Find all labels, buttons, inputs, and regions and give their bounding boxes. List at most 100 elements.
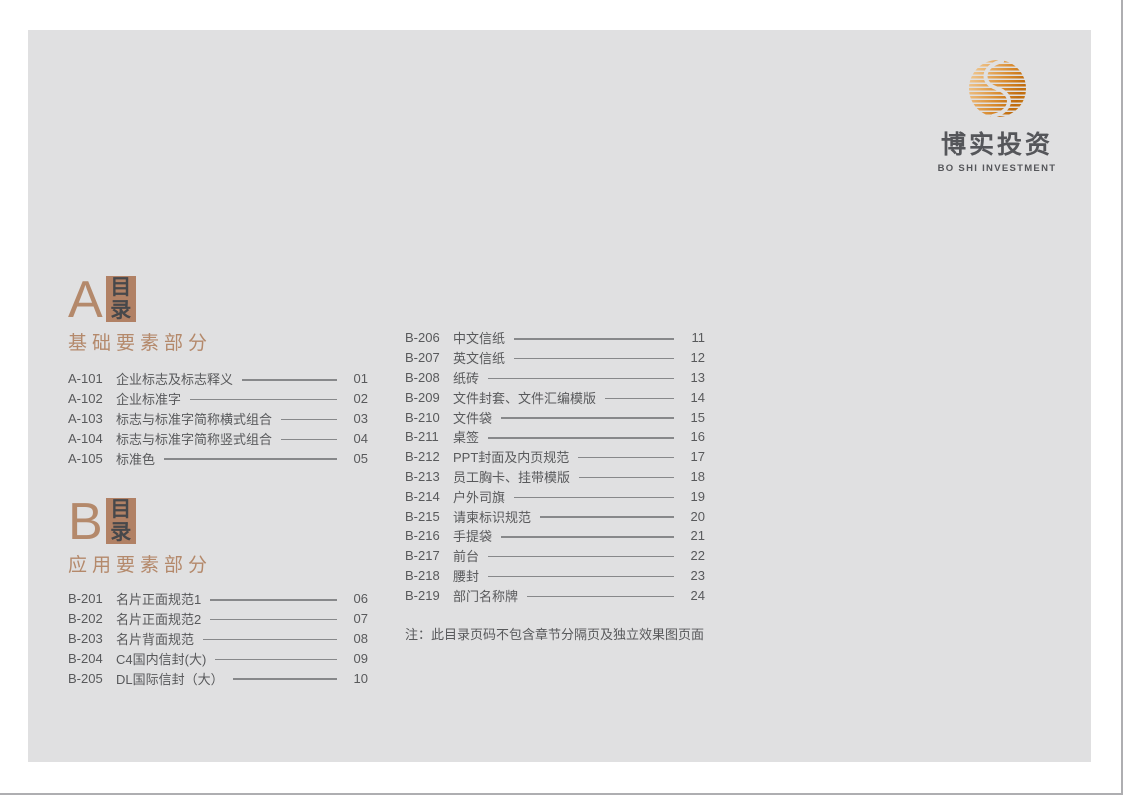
leader-line <box>501 536 674 538</box>
section-a-header: A 目 录 基础要素部分 <box>68 271 212 355</box>
toc-label-block: 目 录 <box>105 498 136 544</box>
item-title: 请柬标识规范 <box>453 509 532 525</box>
item-page-number: 20 <box>690 508 705 524</box>
item-title: 标准色 <box>116 451 156 467</box>
leader-line <box>210 618 337 621</box>
item-title: PPT封面及内页规范 <box>453 450 570 466</box>
toc-row: B-216 手提袋 21 <box>405 526 705 546</box>
item-code: A-101 <box>68 371 103 387</box>
section-b-header: B 目 录 应用要素部分 <box>68 493 212 577</box>
item-title: 桌签 <box>453 430 480 446</box>
item-code: B-218 <box>405 567 440 583</box>
toc-row: A-103 标志与标准字简称横式组合 03 <box>68 409 368 429</box>
item-title: 英文信纸 <box>453 351 506 367</box>
item-title: 名片背面规范 <box>116 631 195 647</box>
item-code: B-214 <box>405 488 440 504</box>
brand-name-cn: 博实投资 <box>940 131 1053 159</box>
item-title: 纸砖 <box>453 370 480 386</box>
toc-row: B-210 文件袋 15 <box>405 407 705 427</box>
leader-line <box>488 377 674 380</box>
item-code: A-103 <box>68 410 103 426</box>
leader-line <box>281 418 337 421</box>
toc-list-section-b-col1: B-201 名片正面规范1 06 B-202 名片正面规范2 07 B-203 … <box>68 589 368 688</box>
item-page-number: 06 <box>353 591 368 607</box>
toc-label-char: 目 <box>110 498 132 521</box>
item-title: 腰封 <box>453 568 480 584</box>
item-code: B-210 <box>405 409 440 425</box>
toc-row: A-105 标准色 05 <box>68 448 368 468</box>
toc-list-section-b-col2: B-206 中文信纸 11 B-207 英文信纸 12 B-208 纸砖 <box>405 328 705 605</box>
logo-s-curve-icon <box>983 60 1011 117</box>
leader-line <box>164 458 337 460</box>
item-page-number: 04 <box>353 430 368 446</box>
item-page-number: 15 <box>690 409 705 425</box>
item-code: B-211 <box>405 429 439 445</box>
toc-row: B-208 纸砖 13 <box>405 368 705 388</box>
item-code: B-217 <box>405 548 440 564</box>
item-code: B-206 <box>405 330 440 346</box>
item-title: 前台 <box>453 549 480 565</box>
item-title: 文件封套、文件汇编模版 <box>453 390 597 406</box>
logo-mark-icon <box>968 60 1026 117</box>
toc-label-char: 录 <box>110 521 132 544</box>
item-code: B-213 <box>405 468 440 484</box>
item-title: 标志与标准字简称横式组合 <box>116 411 273 427</box>
item-title: 名片正面规范1 <box>116 592 202 608</box>
item-page-number: 13 <box>690 369 705 385</box>
toc-row: B-209 文件封套、文件汇编模版 14 <box>405 387 705 407</box>
brand-logo: 博实投资 BO SHI INVESTMENT <box>917 60 1077 174</box>
item-code: B-208 <box>405 369 440 385</box>
item-title: 员工胸卡、挂带模版 <box>453 469 571 485</box>
leader-line <box>281 438 337 441</box>
item-title: 手提袋 <box>453 529 493 545</box>
toc-row: B-215 请柬标识规范 20 <box>405 506 705 526</box>
leader-line <box>578 456 674 459</box>
toc-footnote: 注：此目录页码不包含章节分隔页及独立效果图页面 <box>405 627 705 642</box>
leader-line <box>203 638 337 641</box>
section-b-letter: B <box>68 493 103 551</box>
section-a-letter: A <box>68 271 103 329</box>
item-title: 企业标志及标志释义 <box>116 372 234 388</box>
leader-line <box>527 595 674 597</box>
leader-line <box>215 658 337 661</box>
toc-row: B-212 PPT封面及内页规范 17 <box>405 447 705 467</box>
item-page-number: 03 <box>353 410 368 426</box>
item-code: B-215 <box>405 508 440 524</box>
item-title: 文件袋 <box>453 410 493 426</box>
toc-row: B-202 名片正面规范2 07 <box>68 609 368 629</box>
item-code: B-209 <box>405 389 440 405</box>
toc-row: A-104 标志与标准字简称竖式组合 04 <box>68 428 368 448</box>
leader-line <box>232 678 337 680</box>
leader-line <box>242 379 337 381</box>
item-page-number: 09 <box>353 650 368 666</box>
toc-row: B-207 英文信纸 12 <box>405 348 705 368</box>
item-page-number: 10 <box>353 670 368 686</box>
leader-line <box>579 476 674 479</box>
item-title: 企业标准字 <box>116 392 182 408</box>
leader-line <box>190 398 337 401</box>
item-page-number: 14 <box>690 389 705 405</box>
leader-line <box>501 417 674 419</box>
toc-label-char: 录 <box>110 299 132 322</box>
item-code: B-202 <box>68 611 103 627</box>
toc-label-block: 目 录 <box>105 276 136 322</box>
item-title: 名片正面规范2 <box>116 612 202 628</box>
item-title: 中文信纸 <box>453 331 506 347</box>
toc-row: B-213 员工胸卡、挂带模版 18 <box>405 467 705 487</box>
toc-list-section-a: A-101 企业标志及标志释义 01 A-102 企业标准字 02 A-103 … <box>68 369 368 468</box>
content-panel: 博实投资 BO SHI INVESTMENT A 目 录 基础要素部分 A-10… <box>28 30 1091 762</box>
leader-line <box>605 397 674 400</box>
item-code: A-102 <box>68 391 103 407</box>
item-code: B-216 <box>405 528 440 544</box>
item-code: A-105 <box>68 450 103 466</box>
toc-row: B-203 名片背面规范 08 <box>68 629 368 649</box>
section-b-title-row: B 目 录 <box>68 493 212 551</box>
toc-row: B-204 C4国内信封(大) 09 <box>68 648 368 668</box>
item-code: B-219 <box>405 587 440 603</box>
toc-row: A-102 企业标准字 02 <box>68 389 368 409</box>
item-page-number: 22 <box>690 548 705 564</box>
item-page-number: 24 <box>690 587 705 603</box>
leader-line <box>488 555 674 558</box>
item-title: C4国内信封(大) <box>116 651 207 667</box>
item-code: B-205 <box>68 670 103 686</box>
